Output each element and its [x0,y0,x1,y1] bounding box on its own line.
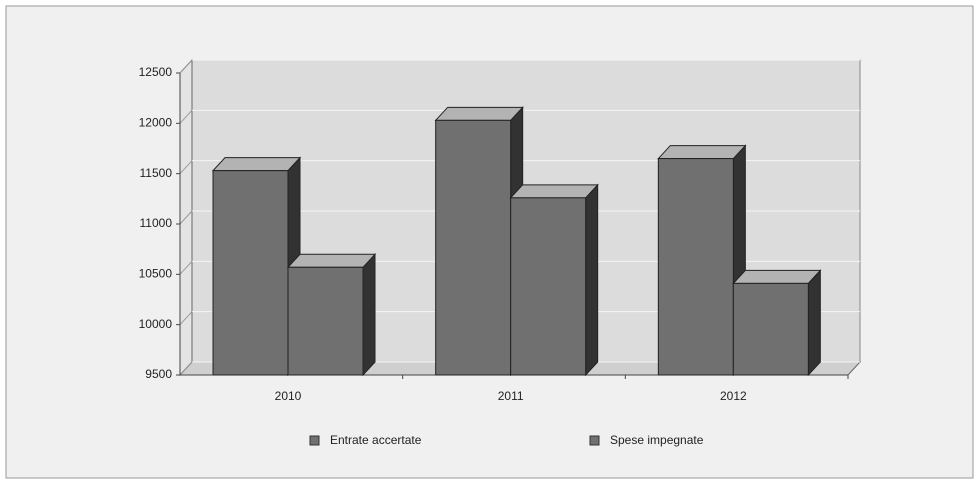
legend-swatch [589,435,600,446]
x-tick-label: 2011 [498,389,524,403]
bar [510,197,587,376]
bar [435,119,512,376]
legend-swatch [309,435,320,446]
bar-top [434,106,524,121]
grid-line [179,59,193,74]
y-tick-label: 10500 [139,267,173,281]
bar [287,266,364,376]
bar-top [211,157,302,172]
grid-line [179,311,193,326]
bar-side [585,183,599,377]
bar-top [657,145,747,160]
bar [732,282,809,376]
bar-side [807,269,821,377]
bar-side [362,253,376,377]
legend-label: Entrate accertate [330,433,422,447]
legend-label: Spese impegnate [610,433,704,447]
x-tick-label: 2010 [275,389,302,403]
y-tick-label: 12000 [139,116,173,130]
grid-line [179,361,193,376]
y-tick-label: 11500 [140,166,173,180]
bar-top [732,269,822,284]
y-tick-label: 12500 [139,65,173,79]
y-tick-label: 9500 [145,367,172,381]
grid-line [179,109,193,124]
bar-top [509,184,599,199]
bar-top [286,253,377,268]
y-tick-label: 11000 [140,216,173,230]
bar [657,158,734,376]
x-tick-label: 2012 [720,389,747,403]
bar [212,170,289,376]
y-tick-label: 10000 [139,317,173,331]
grid-line [179,210,193,225]
grid-line [179,160,193,175]
grid-line [179,260,193,275]
